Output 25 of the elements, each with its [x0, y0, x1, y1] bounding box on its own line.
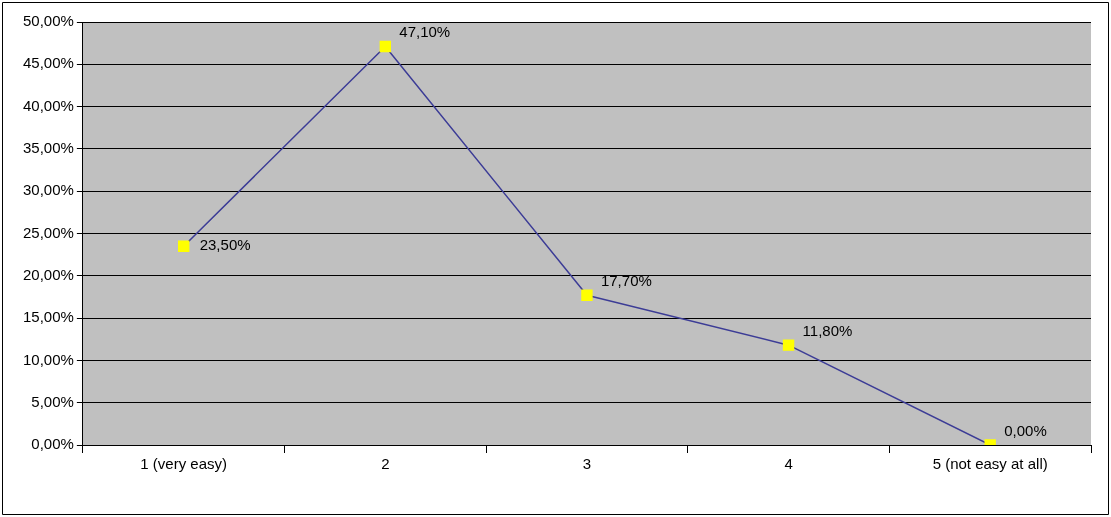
data-label: 23,50%: [199, 236, 251, 254]
point: [177, 240, 190, 252]
y-tick-label: 20,00%: [23, 265, 74, 283]
x-tick-label: 3: [582, 455, 592, 473]
y-tick-label: 15,00%: [23, 308, 74, 326]
y-tick-label: 50,00%: [23, 12, 74, 30]
y-tick-label: 0,00%: [31, 435, 74, 453]
y-tick-label: 35,00%: [23, 139, 74, 157]
data-label: 0,00%: [1004, 421, 1047, 439]
y-tick-label: 10,00%: [23, 350, 74, 368]
data-label: 47,10%: [399, 23, 451, 41]
y-tick-label: 45,00%: [23, 54, 74, 72]
data-label: 17,70%: [600, 271, 652, 289]
x-tick-label: 2: [381, 455, 390, 473]
point: [581, 289, 593, 301]
y-tick-label: 5,00%: [31, 392, 74, 410]
point: [782, 339, 795, 351]
x-tick-label: 5 (not easy at all): [932, 455, 1048, 473]
y-tick-label: 30,00%: [23, 181, 74, 199]
x-tick-label: 1 (very easy): [140, 455, 228, 473]
x-tick-label: 4: [784, 455, 793, 473]
y-tick-label: 40,00%: [23, 96, 74, 114]
data-label: 11,80%: [802, 321, 853, 339]
y-tick-label: 25,00%: [23, 223, 74, 241]
point: [379, 40, 392, 53]
